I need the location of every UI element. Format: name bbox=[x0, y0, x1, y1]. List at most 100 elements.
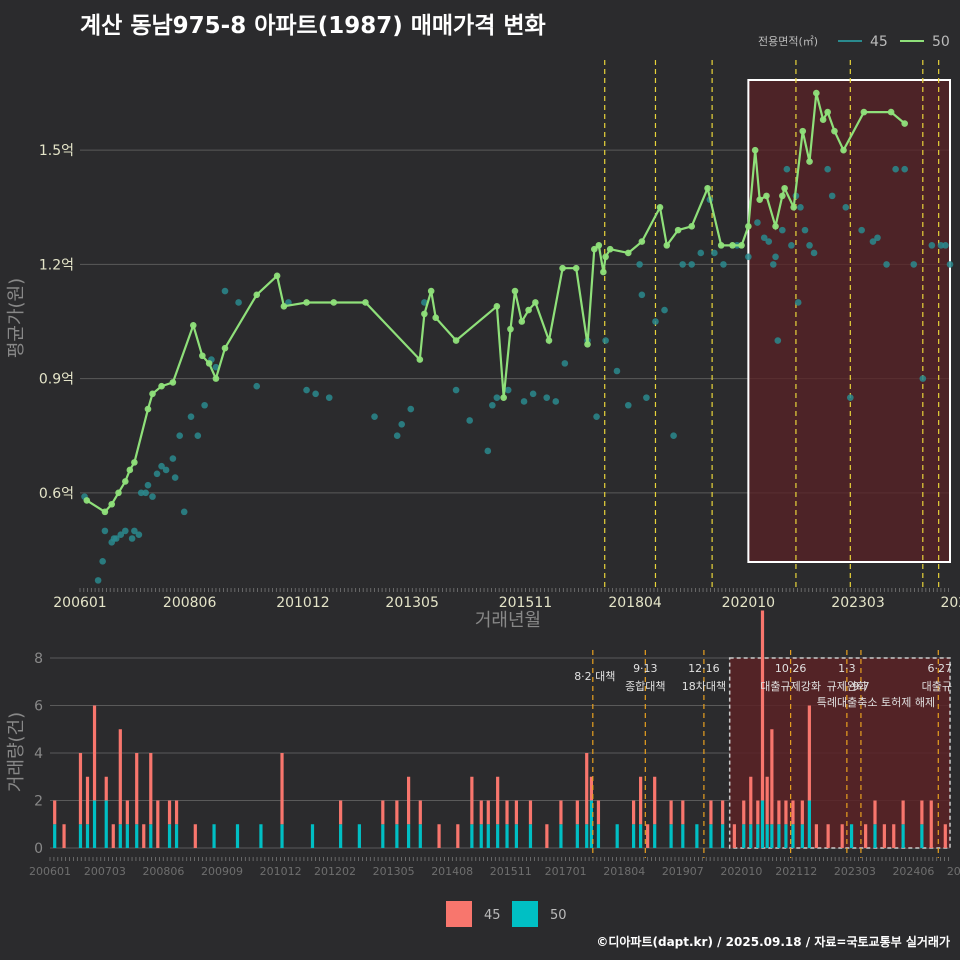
series-50-point bbox=[525, 306, 532, 314]
series-50-point bbox=[756, 196, 763, 203]
volume-bar-45 bbox=[760, 610, 765, 801]
volume-legend-label-50: 50 bbox=[550, 908, 567, 923]
volume-y-tick: 8 bbox=[34, 651, 43, 667]
series-45-point bbox=[158, 462, 165, 470]
series-45-point bbox=[874, 234, 881, 242]
volume-bar-50 bbox=[135, 824, 139, 848]
series-50-point bbox=[781, 184, 788, 192]
series-50-point bbox=[600, 268, 607, 276]
volume-bar-50 bbox=[85, 824, 90, 848]
series-45-point bbox=[504, 386, 512, 394]
volume-bar-50 bbox=[357, 824, 361, 848]
volume-bar-45 bbox=[777, 800, 781, 825]
volume-bar-45 bbox=[545, 824, 549, 848]
volume-bar-45 bbox=[929, 800, 933, 848]
series-50-point bbox=[149, 390, 156, 398]
volume-bar-45 bbox=[756, 800, 760, 825]
footer-credit: ©디아파트(dapt.kr) / 2025.09.18 / 자료=국토교통부 실… bbox=[596, 935, 950, 949]
annotation-label: 대출규제강화 bbox=[760, 680, 821, 693]
series-50-point bbox=[427, 287, 435, 295]
volume-axes: 200601 200703 200806 200909 201012 201202 2013… bbox=[29, 857, 960, 878]
volume-bar-45 bbox=[892, 824, 896, 848]
volume-bar-50 bbox=[669, 824, 673, 848]
series-45-point bbox=[393, 432, 401, 440]
series-50-point bbox=[108, 500, 116, 508]
volume-bar-45 bbox=[920, 800, 924, 825]
volume-bar-45 bbox=[456, 824, 460, 848]
series-45-point bbox=[688, 261, 696, 268]
volume-bar-50 bbox=[784, 824, 788, 848]
volume-bar-45 bbox=[418, 800, 422, 825]
volume-bar-50 bbox=[280, 824, 284, 848]
price-x-tick: 202303 bbox=[831, 595, 884, 611]
volume-bar-50 bbox=[615, 824, 619, 848]
volume-bar-45 bbox=[807, 705, 811, 801]
series-50-point bbox=[518, 318, 526, 325]
series-45-point bbox=[919, 375, 927, 382]
series-50-point bbox=[545, 337, 553, 344]
volume-x-tick: 201511 bbox=[490, 865, 532, 878]
price-y-tick: 1.5억 bbox=[39, 143, 74, 159]
series-50-point bbox=[115, 489, 122, 497]
series-45-point bbox=[529, 390, 537, 398]
series-50-point bbox=[606, 245, 614, 253]
chart-title: 계산 동남975-8 아파트(1987) 매매가격 변화 bbox=[80, 13, 546, 39]
series-45-point bbox=[144, 481, 152, 489]
series-50-point bbox=[831, 127, 838, 135]
volume-bar-50 bbox=[873, 824, 877, 848]
series-45-point bbox=[697, 249, 705, 257]
series-50-point bbox=[131, 459, 138, 466]
volume-bar-45 bbox=[437, 824, 441, 848]
annotation-label: 특례대출축소 토허제 해제 bbox=[817, 695, 935, 709]
price-y-tick: 1.2억 bbox=[39, 257, 74, 273]
volume-bar-45 bbox=[167, 800, 172, 825]
volume-x-tick: 201305 bbox=[373, 865, 415, 878]
series-45-point bbox=[149, 493, 156, 500]
volume-bar-45 bbox=[791, 800, 795, 825]
series-45-point bbox=[842, 203, 850, 211]
volume-bar-50 bbox=[259, 824, 263, 848]
volume-bar-50 bbox=[78, 824, 83, 848]
volume-bar-45 bbox=[514, 800, 519, 825]
series-45-point bbox=[484, 447, 492, 455]
volume-bar-45 bbox=[193, 824, 197, 848]
series-45-point bbox=[543, 394, 551, 401]
series-45-point bbox=[407, 405, 415, 413]
series-50-point bbox=[253, 291, 261, 299]
series-45-point bbox=[745, 253, 752, 261]
volume-bar-45 bbox=[901, 800, 905, 825]
series-45-point bbox=[765, 238, 773, 245]
volume-bar-45 bbox=[639, 776, 643, 825]
volume-bar-50 bbox=[381, 824, 385, 848]
volume-bar-45 bbox=[111, 824, 115, 848]
volume-bar-45 bbox=[732, 824, 736, 848]
series-50-point bbox=[860, 108, 868, 116]
volume-bar-45 bbox=[156, 800, 160, 848]
series-50-point bbox=[772, 223, 779, 230]
series-50-point bbox=[559, 264, 566, 272]
volume-bar-50 bbox=[174, 824, 179, 848]
volume-bar-50 bbox=[681, 824, 685, 848]
price-x-tick: 201804 bbox=[608, 595, 662, 611]
volume-bar-45 bbox=[840, 824, 844, 848]
volume-bar-45 bbox=[721, 800, 725, 825]
price-x-tick: 202508 bbox=[940, 595, 960, 611]
series-50-point bbox=[813, 89, 820, 97]
series-45-point bbox=[421, 299, 428, 306]
annotation-date: 10·26 bbox=[775, 662, 807, 675]
series-50-point bbox=[421, 310, 428, 318]
volume-bar-45 bbox=[631, 800, 636, 825]
series-45-point bbox=[772, 253, 779, 261]
volume-bar-45 bbox=[104, 776, 108, 801]
series-45-point bbox=[892, 165, 899, 173]
series-45-point bbox=[201, 401, 208, 409]
series-50-point bbox=[511, 287, 519, 295]
series-50-point bbox=[738, 242, 745, 249]
series-45-point bbox=[94, 577, 102, 584]
series-45-point bbox=[643, 394, 650, 401]
volume-bar-45 bbox=[882, 824, 886, 848]
series-50-point bbox=[824, 108, 831, 116]
volume-bar-45 bbox=[864, 824, 868, 848]
volume-bar-50 bbox=[310, 824, 315, 848]
series-45-point bbox=[797, 203, 804, 211]
